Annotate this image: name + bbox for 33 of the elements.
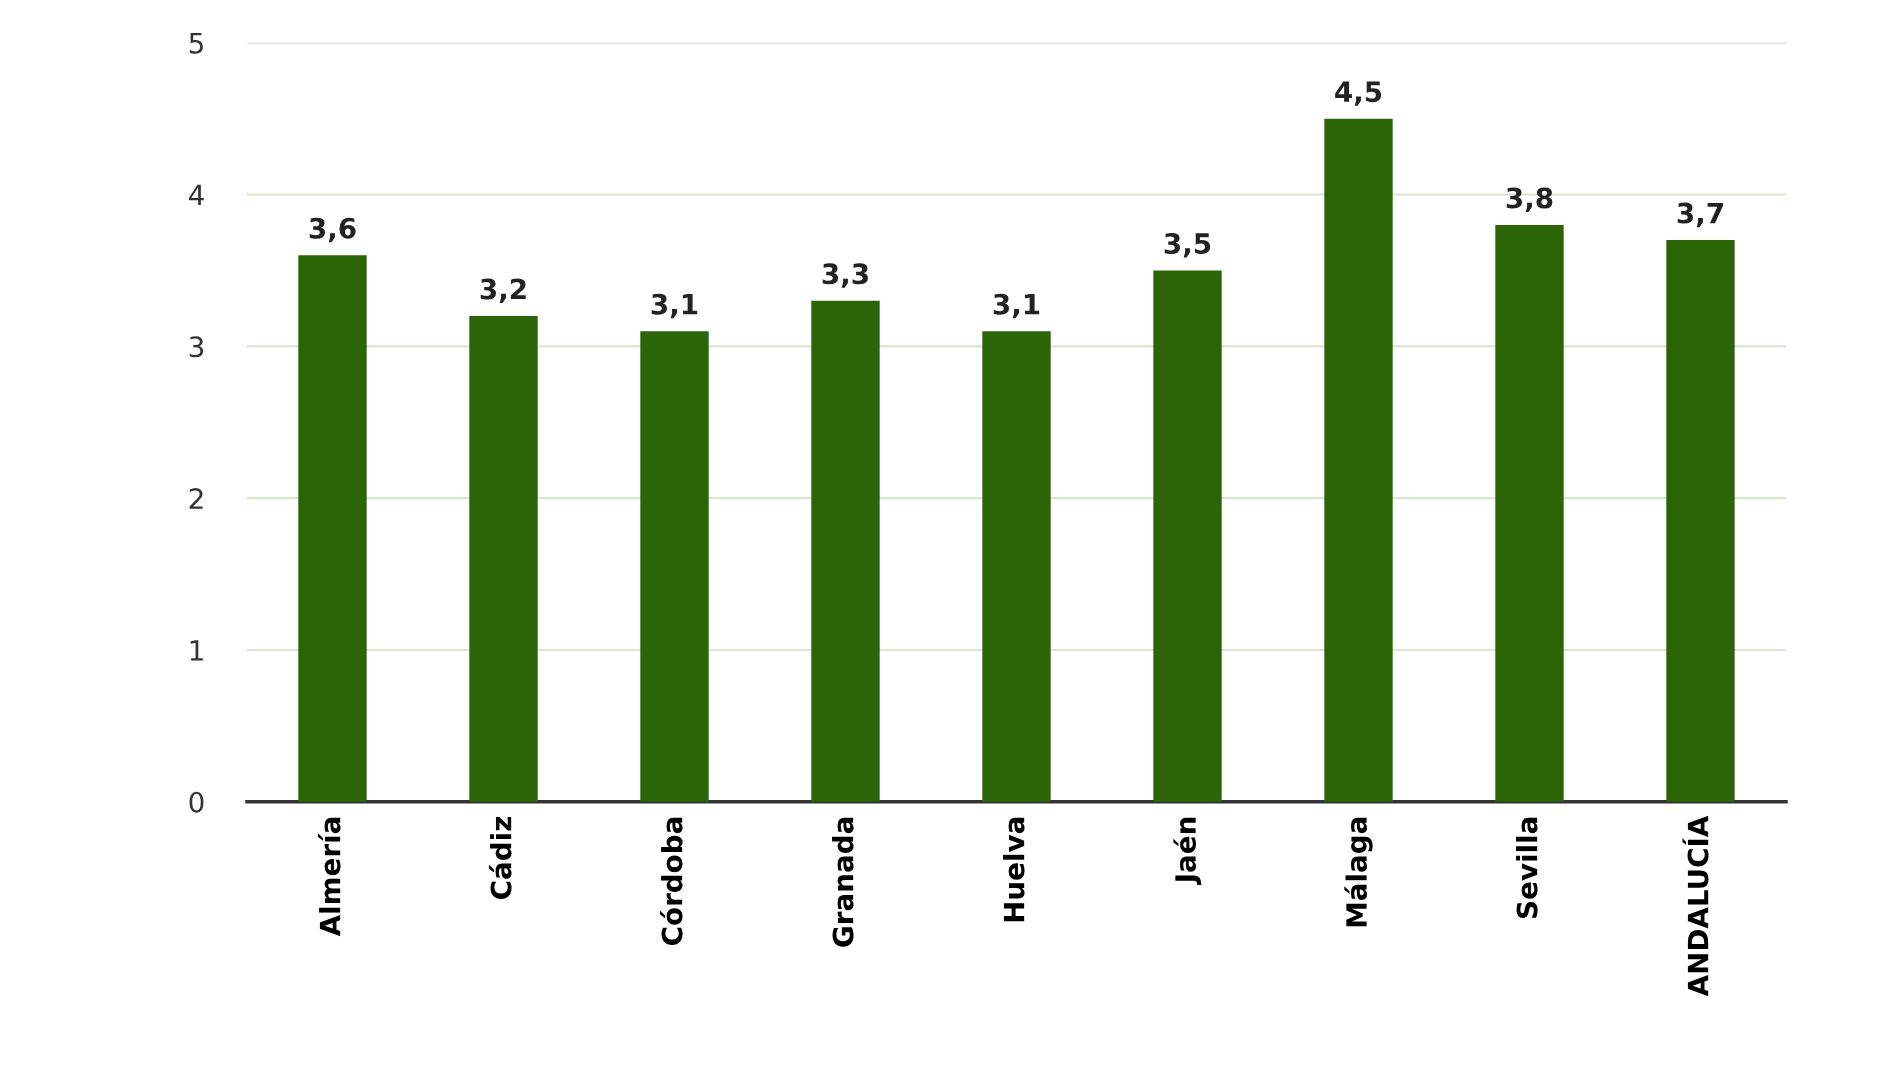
y-tick-label: 3 <box>189 336 204 358</box>
data-label: 3,2 <box>480 278 526 304</box>
data-label: 3,5 <box>1164 232 1211 258</box>
x-tick-label: Almería <box>317 817 341 937</box>
bar <box>1495 224 1564 802</box>
x-tick-label: Cádiz <box>488 816 512 899</box>
x-tick-label: Jaén <box>1173 817 1202 885</box>
x-tick-label: Málaga <box>1344 817 1373 927</box>
data-label: 3,6 <box>309 217 356 243</box>
y-tick-label: 4 <box>189 184 204 206</box>
x-tick-label: Córdoba <box>659 817 683 946</box>
x-tick-label: ANDALUCÍA <box>1682 815 1709 997</box>
bar <box>1666 240 1735 802</box>
x-tick-label: Sevilla <box>1516 817 1538 918</box>
y-tick-label: 5 <box>189 33 203 54</box>
x-tick-label: Huelva <box>1003 817 1025 922</box>
data-label: 3,1 <box>651 293 698 319</box>
y-tick-label: 0 <box>189 791 204 813</box>
data-label: 3,3 <box>822 263 868 288</box>
data-label: 3,7 <box>1677 202 1723 228</box>
data-label: 3,1 <box>993 293 1040 319</box>
y-tick-label: 1 <box>190 640 203 661</box>
bar <box>1153 270 1222 802</box>
bar <box>982 331 1051 802</box>
y-tick-label: 2 <box>189 488 203 509</box>
data-label: 3,8 <box>1506 187 1553 212</box>
bar <box>640 331 709 802</box>
bar <box>811 300 880 802</box>
data-label: 4,5 <box>1335 81 1382 106</box>
bar <box>1324 118 1393 802</box>
bar <box>298 255 367 802</box>
x-tick-label: Granada <box>832 817 854 947</box>
bar <box>469 316 538 802</box>
